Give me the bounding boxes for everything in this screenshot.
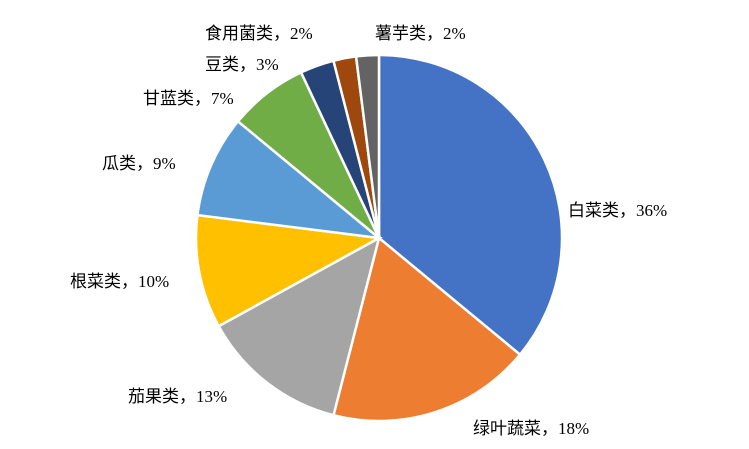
data-label: 白菜类，36% <box>568 201 667 220</box>
value-label: 10% <box>138 272 169 291</box>
value-label: 13% <box>196 387 227 406</box>
category-label: 瓜类 <box>102 154 136 173</box>
label-separator: ， <box>121 272 138 291</box>
pie-slice <box>196 119 384 240</box>
data-label: 绿叶蔬菜，18% <box>473 419 589 438</box>
data-label: 茄果类，13% <box>128 387 227 406</box>
pie-slice <box>216 235 381 417</box>
label-separator: ， <box>541 419 558 438</box>
data-label: 甘蓝类，7% <box>143 89 234 108</box>
value-label: 7% <box>211 89 234 108</box>
value-label: 18% <box>558 419 589 438</box>
category-label: 豆类 <box>205 55 239 74</box>
label-separator: ， <box>239 55 256 74</box>
value-label: 2% <box>443 24 466 43</box>
value-label: 36% <box>636 201 667 220</box>
label-separator: ， <box>194 89 211 108</box>
pie-slice <box>194 213 383 328</box>
data-label: 根菜类，10% <box>70 272 169 291</box>
label-separator: ， <box>426 24 443 43</box>
value-label: 9% <box>153 154 176 173</box>
category-label: 绿叶蔬菜 <box>473 419 541 438</box>
value-label: 2% <box>290 24 313 43</box>
category-label: 甘蓝类 <box>143 89 194 108</box>
pie-slice <box>377 53 564 357</box>
label-separator: ， <box>136 154 153 173</box>
category-label: 薯芋类 <box>375 24 426 43</box>
data-label: 食用菌类，2% <box>205 24 313 43</box>
category-label: 茄果类 <box>128 387 179 406</box>
category-label: 白菜类 <box>568 201 619 220</box>
data-label: 瓜类，9% <box>102 154 176 173</box>
label-separator: ， <box>179 387 196 406</box>
data-label: 薯芋类，2% <box>375 24 466 43</box>
label-separator: ， <box>273 24 290 43</box>
category-label: 食用菌类 <box>205 24 273 43</box>
value-label: 3% <box>256 55 279 74</box>
pie-slice <box>331 235 522 423</box>
data-label: 豆类，3% <box>205 55 279 74</box>
category-label: 根菜类 <box>70 272 121 291</box>
label-separator: ， <box>619 201 636 220</box>
pie-slice <box>354 53 381 239</box>
